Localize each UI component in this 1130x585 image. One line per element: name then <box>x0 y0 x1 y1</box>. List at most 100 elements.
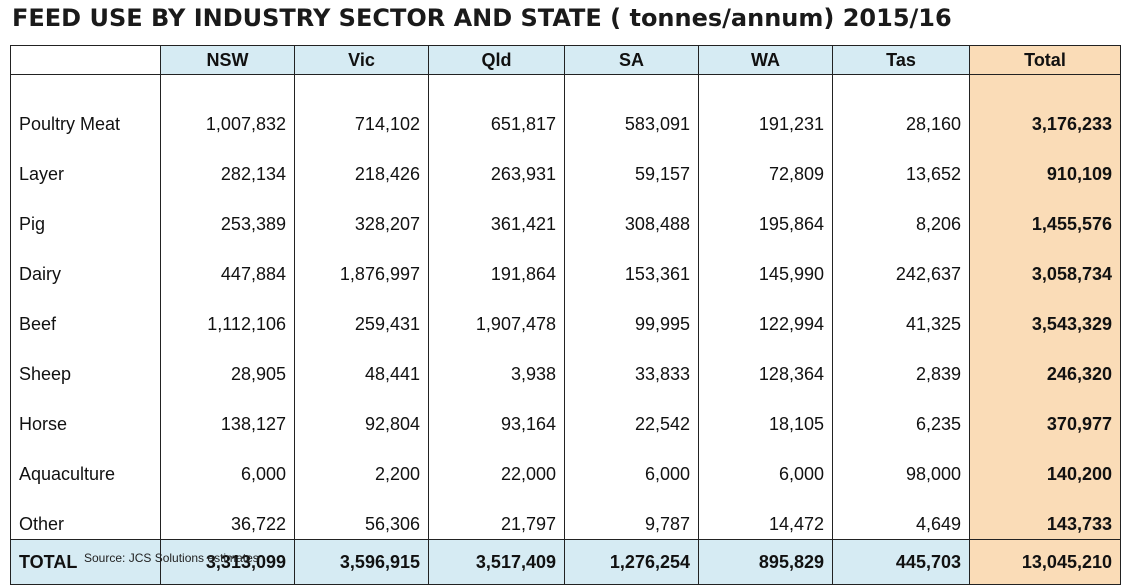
row-label: Dairy <box>10 239 161 289</box>
table-cell: 41,325 <box>832 289 970 339</box>
table-row: Aquaculture 6,000 2,200 22,000 6,000 6,000 98,… <box>10 439 1121 489</box>
column-header: Qld <box>428 45 565 75</box>
total-cell: 445,703 <box>832 539 970 585</box>
table-title: FEED USE BY INDUSTRY SECTOR AND STATE ( … <box>12 4 952 32</box>
table-cell: 583,091 <box>564 74 699 139</box>
column-header: Vic <box>294 45 429 75</box>
table-cell: 328,207 <box>294 189 429 239</box>
table-cell: 447,884 <box>160 239 295 289</box>
table-row: Poultry Meat 1,007,832 714,102 651,817 583,0… <box>10 74 1121 139</box>
table-cell: 36,722 <box>160 489 295 540</box>
table-cell: 263,931 <box>428 139 565 189</box>
table-row: Other 36,722 56,306 21,797 9,787 14,472 4,649 1… <box>10 489 1121 540</box>
table-row: Pig 253,389 328,207 361,421 308,488 195,864 8,… <box>10 189 1121 239</box>
table-cell: 361,421 <box>428 189 565 239</box>
table-cell: 714,102 <box>294 74 429 139</box>
table-cell: 140,200 <box>969 439 1121 489</box>
table-cell: 259,431 <box>294 289 429 339</box>
table-cell: 651,817 <box>428 74 565 139</box>
table-cell: 153,361 <box>564 239 699 289</box>
table-cell: 1,455,576 <box>969 189 1121 239</box>
table-cell: 370,977 <box>969 389 1121 439</box>
column-header: SA <box>564 45 699 75</box>
table-cell: 93,164 <box>428 389 565 439</box>
table-cell: 92,804 <box>294 389 429 439</box>
table-cell: 2,839 <box>832 339 970 389</box>
total-cell: 3,596,915 <box>294 539 429 585</box>
table-cell: 9,787 <box>564 489 699 540</box>
table-cell: 145,990 <box>698 239 833 289</box>
table-cell: 48,441 <box>294 339 429 389</box>
total-cell: 1,276,254 <box>564 539 699 585</box>
table-cell: 1,112,106 <box>160 289 295 339</box>
header-cell-blank <box>10 45 161 75</box>
column-header: Total <box>969 45 1121 75</box>
row-label: Beef <box>10 289 161 339</box>
table-row: Horse 138,127 92,804 93,164 22,542 18,105 6,23… <box>10 389 1121 439</box>
table-cell: 98,000 <box>832 439 970 489</box>
table-cell: 3,058,734 <box>969 239 1121 289</box>
table-cell: 8,206 <box>832 189 970 239</box>
table-cell: 253,389 <box>160 189 295 239</box>
table-cell: 14,472 <box>698 489 833 540</box>
table-cell: 128,364 <box>698 339 833 389</box>
source-note: Source: JCS Solutions estimates <box>84 551 259 565</box>
table-cell: 56,306 <box>294 489 429 540</box>
table-cell: 308,488 <box>564 189 699 239</box>
table-row: Layer 282,134 218,426 263,931 59,157 72,809 13… <box>10 139 1121 189</box>
row-label: Horse <box>10 389 161 439</box>
table-cell: 191,864 <box>428 239 565 289</box>
row-label: Sheep <box>10 339 161 389</box>
table-cell: 33,833 <box>564 339 699 389</box>
table-cell: 59,157 <box>564 139 699 189</box>
table-cell: 72,809 <box>698 139 833 189</box>
table-cell: 6,000 <box>160 439 295 489</box>
row-label: Pig <box>10 189 161 239</box>
table-cell: 242,637 <box>832 239 970 289</box>
table-cell: 246,320 <box>969 339 1121 389</box>
feed-use-table: NSW Vic Qld SA WA Tas Total Poultry Meat 1,007,… <box>10 45 1121 585</box>
row-label: Aquaculture <box>10 439 161 489</box>
row-label: Other <box>10 489 161 540</box>
column-header: NSW <box>160 45 295 75</box>
column-header: Tas <box>832 45 970 75</box>
table-cell: 3,543,329 <box>969 289 1121 339</box>
table-cell: 4,649 <box>832 489 970 540</box>
table-cell: 18,105 <box>698 389 833 439</box>
table-cell: 1,907,478 <box>428 289 565 339</box>
table-cell: 1,876,997 <box>294 239 429 289</box>
table-cell: 21,797 <box>428 489 565 540</box>
table-row: Beef 1,112,106 259,431 1,907,478 99,995 122,9… <box>10 289 1121 339</box>
table-row: Dairy 447,884 1,876,997 191,864 153,361 145,9… <box>10 239 1121 289</box>
table-cell: 13,652 <box>832 139 970 189</box>
header-row: NSW Vic Qld SA WA Tas Total <box>10 45 1121 75</box>
column-header: WA <box>698 45 833 75</box>
table-cell: 2,200 <box>294 439 429 489</box>
table-cell: 282,134 <box>160 139 295 189</box>
table-cell: 28,905 <box>160 339 295 389</box>
table-cell: 6,000 <box>698 439 833 489</box>
table-cell: 143,733 <box>969 489 1121 540</box>
table-row: Sheep 28,905 48,441 3,938 33,833 128,364 2,839… <box>10 339 1121 389</box>
table-cell: 6,235 <box>832 389 970 439</box>
table-cell: 3,938 <box>428 339 565 389</box>
table-cell: 6,000 <box>564 439 699 489</box>
table-cell: 22,542 <box>564 389 699 439</box>
row-label: Layer <box>10 139 161 189</box>
table-cell: 99,995 <box>564 289 699 339</box>
row-label: Poultry Meat <box>10 74 161 139</box>
total-cell: 3,517,409 <box>428 539 565 585</box>
table-cell: 28,160 <box>832 74 970 139</box>
table-cell: 218,426 <box>294 139 429 189</box>
total-cell: 895,829 <box>698 539 833 585</box>
table-cell: 191,231 <box>698 74 833 139</box>
table-cell: 3,176,233 <box>969 74 1121 139</box>
table-cell: 138,127 <box>160 389 295 439</box>
table-cell: 910,109 <box>969 139 1121 189</box>
table-body: Poultry Meat 1,007,832 714,102 651,817 583,0… <box>10 74 1121 540</box>
table-cell: 195,864 <box>698 189 833 239</box>
total-cell: 13,045,210 <box>969 539 1121 585</box>
table-cell: 1,007,832 <box>160 74 295 139</box>
table-cell: 22,000 <box>428 439 565 489</box>
table-cell: 122,994 <box>698 289 833 339</box>
